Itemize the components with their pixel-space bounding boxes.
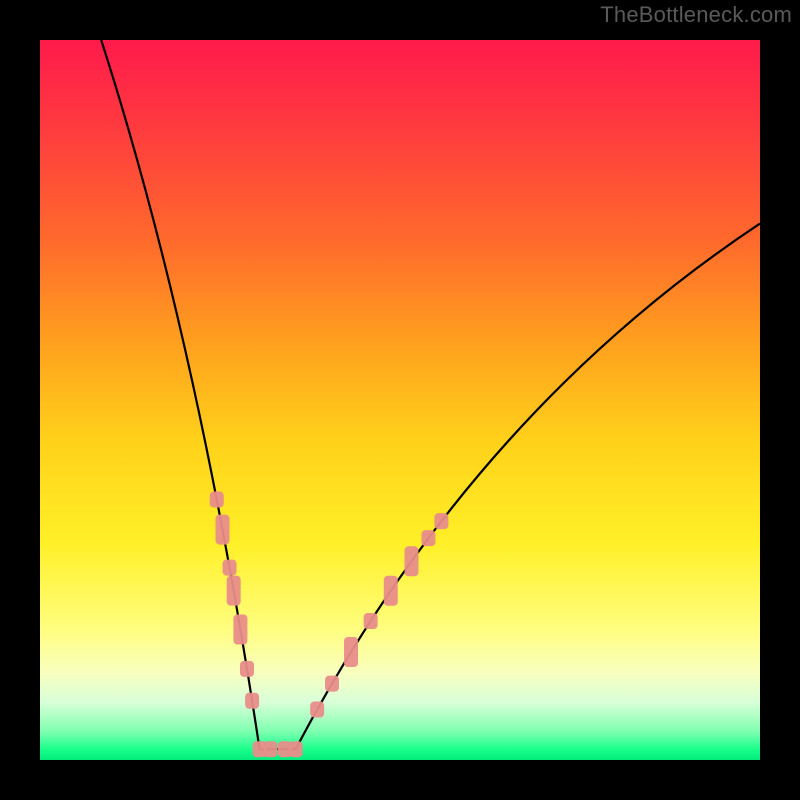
- curve-marker: [210, 492, 224, 508]
- curve-marker: [325, 676, 339, 692]
- curve-marker: [240, 661, 254, 677]
- chart-svg: [40, 40, 760, 760]
- curve-marker: [421, 530, 435, 546]
- curve-marker: [289, 741, 303, 757]
- curve-marker: [404, 546, 418, 576]
- curve-marker: [364, 613, 378, 629]
- bottleneck-curve: [101, 40, 760, 749]
- curve-marker: [263, 741, 277, 757]
- plot-area: [40, 40, 760, 760]
- curve-marker: [245, 693, 259, 709]
- curve-marker: [344, 637, 358, 667]
- curve-marker: [216, 515, 230, 545]
- chart-outer: TheBottleneck.com: [0, 0, 800, 800]
- curve-marker: [310, 702, 324, 718]
- curve-marker: [384, 576, 398, 606]
- curve-marker: [227, 576, 241, 606]
- curve-marker: [434, 513, 448, 529]
- curve-marker: [223, 560, 237, 576]
- watermark-text: TheBottleneck.com: [600, 2, 792, 28]
- curve-marker: [233, 615, 247, 645]
